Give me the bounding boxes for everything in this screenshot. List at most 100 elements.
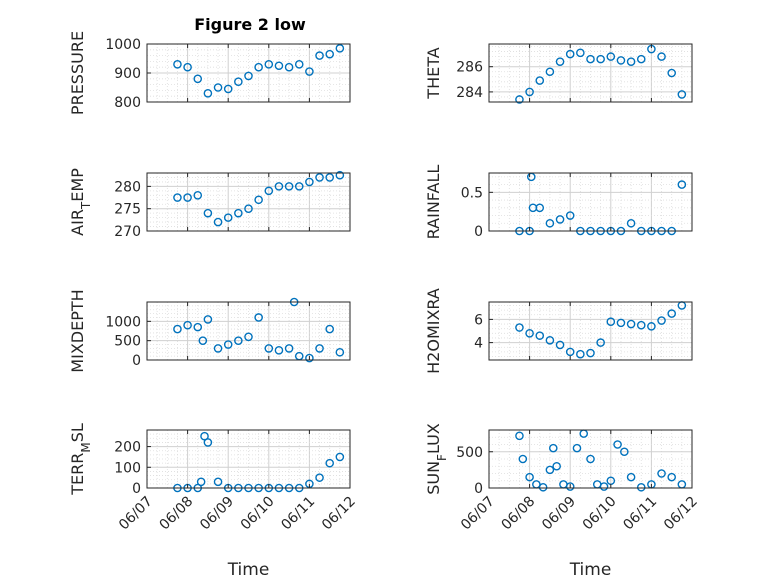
data-point xyxy=(572,443,582,453)
x-tick-label: 06/12 xyxy=(661,494,701,534)
data-point xyxy=(244,332,253,342)
y-axis-label: MIXDEPTH xyxy=(68,289,87,372)
data-point xyxy=(555,340,565,350)
data-point xyxy=(223,340,233,349)
subplot-air-temp: 270 275 280 AIRTEMP xyxy=(68,168,351,240)
data-point xyxy=(535,331,545,340)
data-point xyxy=(213,477,223,487)
data-point xyxy=(223,84,233,94)
x-axis-label: Time xyxy=(227,560,270,580)
x-axis-label: Time xyxy=(569,560,612,580)
data-point xyxy=(305,177,314,187)
data-point xyxy=(606,317,616,327)
y-tick-label: 0 xyxy=(474,481,483,497)
data-point xyxy=(198,336,208,345)
data-point xyxy=(548,443,558,453)
y-tick-label: 4 xyxy=(474,336,483,352)
data-point xyxy=(535,203,545,213)
data-point xyxy=(335,170,345,180)
data-point xyxy=(335,44,345,53)
y-tick-label: 900 xyxy=(114,66,141,82)
data-point xyxy=(565,49,575,59)
data-point xyxy=(193,74,203,84)
y-tick-label: 100 xyxy=(114,460,141,476)
data-series xyxy=(173,297,345,363)
data-point xyxy=(264,186,274,196)
subplot-mixdepth: 0 500 1000 MIXDEPTH xyxy=(68,289,351,373)
data-point xyxy=(667,472,677,482)
x-tick-label: 06/11 xyxy=(278,494,318,534)
data-series xyxy=(173,170,345,227)
data-point xyxy=(525,87,534,97)
data-point xyxy=(545,218,555,228)
data-point xyxy=(254,195,263,205)
y-axis-label: THETA xyxy=(424,47,443,99)
data-point xyxy=(515,431,524,441)
data-point xyxy=(626,319,636,329)
axes-box xyxy=(146,172,351,232)
data-point xyxy=(525,329,534,338)
axes-box xyxy=(488,301,693,361)
data-point xyxy=(515,95,524,104)
data-point xyxy=(274,346,284,355)
data-point xyxy=(636,54,646,64)
data-point xyxy=(552,461,561,471)
data-point xyxy=(223,213,233,222)
data-point xyxy=(596,54,605,64)
data-point xyxy=(294,182,304,191)
data-point xyxy=(203,438,213,447)
data-point xyxy=(545,465,555,475)
data-point xyxy=(213,217,223,227)
data-point xyxy=(284,62,294,72)
data-point xyxy=(616,56,626,65)
data-series xyxy=(173,44,345,98)
data-point xyxy=(677,90,687,99)
data-point xyxy=(626,472,636,482)
y-axis-label: PRESSURE xyxy=(68,31,87,115)
y-tick-label: 0.5 xyxy=(461,185,483,201)
data-point xyxy=(203,89,213,98)
data-point xyxy=(677,180,687,189)
data-point xyxy=(657,316,666,325)
data-point xyxy=(538,482,548,492)
subplot-terr-msl: 0 100 200 TERRMSL 06/07 06/08 06/09 06/10 06/11 0… xyxy=(68,423,359,580)
data-point xyxy=(535,76,545,85)
data-point xyxy=(284,344,294,353)
data-point xyxy=(636,482,646,492)
data-series xyxy=(515,301,687,359)
data-point xyxy=(183,193,192,202)
data-point xyxy=(203,315,213,324)
data-point xyxy=(335,347,345,357)
data-point xyxy=(315,173,324,182)
x-tick-label: 06/12 xyxy=(319,494,359,534)
data-point xyxy=(294,60,304,69)
y-axis-label: RAINFALL xyxy=(424,165,443,240)
grid xyxy=(146,301,351,361)
figure-title: Figure 2 low xyxy=(194,15,306,34)
data-point xyxy=(254,62,263,72)
data-point xyxy=(274,61,284,71)
y-tick-label: 284 xyxy=(456,85,483,101)
subplot-h2omixra: 4 6 H2OMIXRA xyxy=(424,288,693,374)
data-point xyxy=(620,447,629,457)
data-point xyxy=(305,67,314,76)
data-point xyxy=(586,54,595,64)
data-point xyxy=(616,318,626,328)
data-point xyxy=(244,71,253,81)
subplot-theta: 284 286 THETA xyxy=(424,43,693,104)
data-point xyxy=(325,324,335,334)
y-tick-label: 500 xyxy=(114,334,141,350)
y-tick-label: 275 xyxy=(114,202,141,218)
y-tick-label: 6 xyxy=(474,312,483,328)
y-tick-label: 1000 xyxy=(105,314,141,330)
data-point xyxy=(305,353,314,363)
data-point xyxy=(555,215,565,224)
y-tick-label: 286 xyxy=(456,60,483,76)
x-tick-label: 06/09 xyxy=(539,494,579,534)
data-point xyxy=(576,48,585,58)
plot-area xyxy=(489,173,692,231)
data-point xyxy=(264,60,274,69)
data-point xyxy=(636,320,646,330)
